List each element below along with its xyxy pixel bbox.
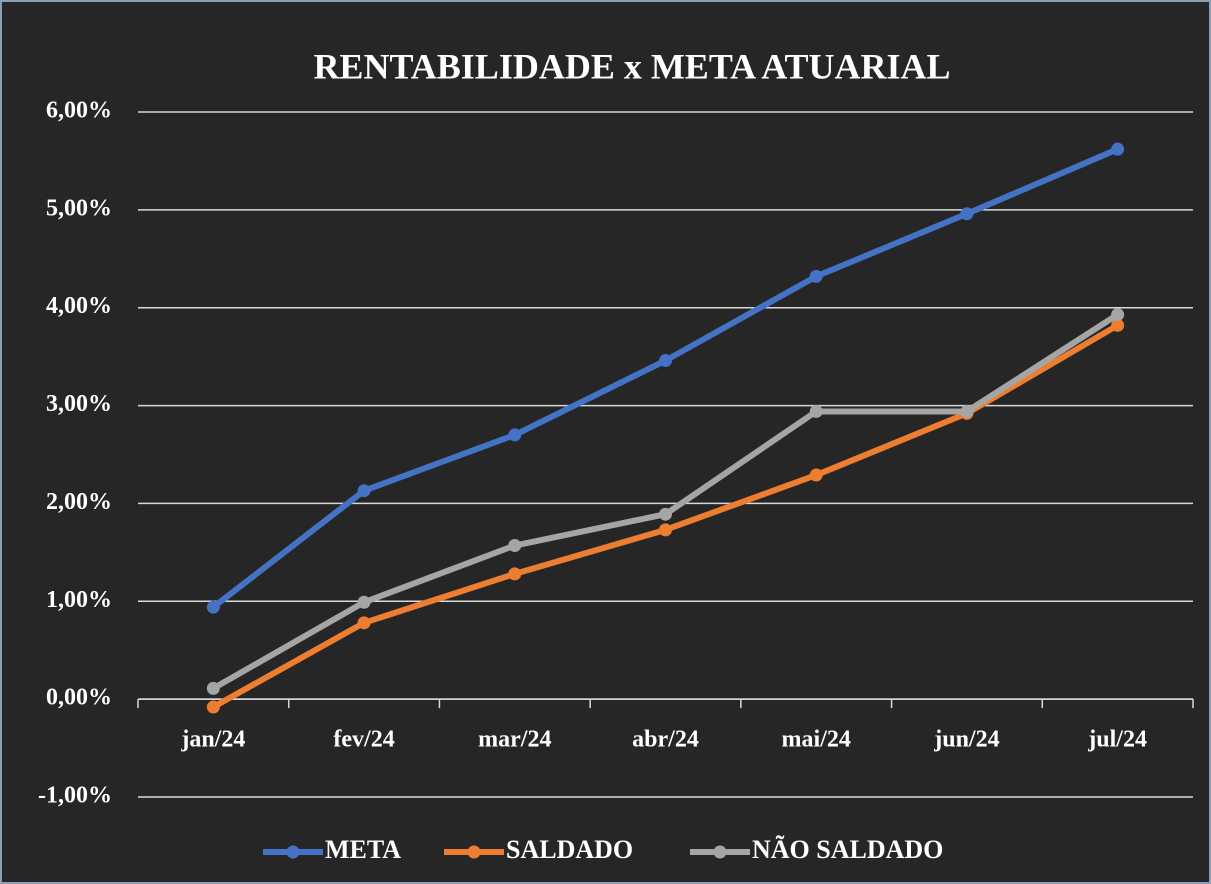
y-tick-label: 6,00% — [46, 98, 112, 124]
data-point — [1111, 308, 1125, 322]
data-point — [357, 595, 371, 609]
data-point — [206, 681, 220, 695]
x-tick-label: abr/24 — [632, 727, 699, 753]
data-point — [809, 269, 823, 283]
x-tick-label: mar/24 — [478, 727, 551, 753]
data-point — [659, 523, 672, 537]
data-point — [357, 484, 371, 498]
legend-swatch-dot — [467, 845, 481, 859]
data-point — [357, 616, 371, 630]
y-tick-label: -1,00% — [38, 783, 112, 809]
y-tick-label: 5,00% — [46, 195, 112, 221]
x-tick-label: jan/24 — [180, 727, 245, 753]
data-point — [809, 404, 823, 418]
legend-label: NÃO SALDADO — [752, 835, 943, 864]
data-point — [960, 404, 974, 418]
data-point — [659, 354, 672, 368]
data-point — [1111, 318, 1125, 332]
legend-swatch-dot — [286, 845, 300, 859]
data-point — [508, 428, 522, 442]
y-tick-label: 3,00% — [46, 391, 112, 417]
y-tick-label: 1,00% — [46, 587, 112, 613]
data-point — [508, 567, 522, 581]
legend-label: META — [325, 835, 401, 864]
data-point — [206, 700, 220, 714]
data-point — [960, 207, 974, 221]
data-point — [508, 539, 522, 553]
y-tick-label: 2,00% — [46, 489, 112, 515]
data-point — [1111, 142, 1125, 156]
y-tick-label: 4,00% — [46, 293, 112, 319]
x-tick-label: mai/24 — [782, 727, 851, 753]
x-tick-label: fev/24 — [333, 727, 394, 753]
legend-swatch-dot — [713, 845, 727, 859]
chart-title: RENTABILIDADE x META ATUARIAL — [313, 46, 950, 86]
data-point — [206, 600, 220, 614]
legend-label: SALDADO — [506, 835, 633, 864]
data-point — [809, 468, 823, 482]
x-tick-label: jun/24 — [933, 727, 999, 753]
y-tick-label: 0,00% — [46, 685, 112, 711]
data-point — [659, 507, 672, 521]
x-tick-label: jul/24 — [1087, 727, 1147, 753]
